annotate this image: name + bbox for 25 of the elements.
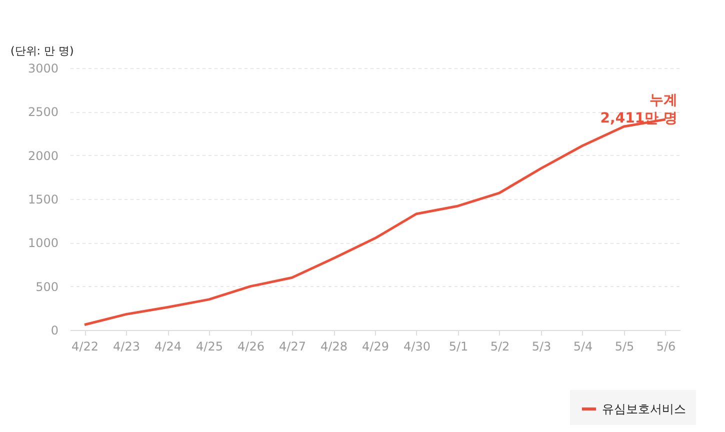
x-tick-label: 5/2: [490, 340, 510, 354]
y-axis-title: (단위: 만 명): [10, 44, 74, 58]
x-tick-label: 5/3: [532, 340, 552, 354]
annotation: 누계 2,411만 명: [600, 92, 678, 126]
y-tick-label: 2500: [28, 105, 58, 120]
x-tick-label: 4/22: [72, 340, 98, 354]
x-tick-label: 5/4: [573, 340, 593, 354]
y-tick-label: 2000: [28, 148, 58, 163]
x-tick-label: 4/24: [154, 340, 182, 354]
x-tick-label: 4/26: [238, 340, 264, 354]
x-tick-label: 4/23: [113, 340, 140, 354]
x-tick-label: 4/29: [362, 340, 389, 354]
x-tick-label: 4/28: [320, 340, 348, 354]
x-tick-label: 5/5: [614, 340, 634, 354]
x-tick-label: 4/27: [279, 340, 306, 354]
legend-label: 유심보호서비스: [602, 402, 686, 416]
y-tick-label: 0: [50, 324, 58, 338]
y-tick-label: 3000: [28, 62, 58, 76]
x-tick-label: 5/1: [448, 340, 468, 354]
y-tick-label: 500: [36, 280, 58, 294]
x-tick-label: 4/25: [196, 340, 223, 354]
y-tick-label: 1500: [28, 192, 58, 206]
x-tick-label: 5/6: [656, 340, 676, 354]
y-tick-label: 1000: [28, 236, 58, 250]
x-tick-label: 4/30: [404, 340, 430, 354]
